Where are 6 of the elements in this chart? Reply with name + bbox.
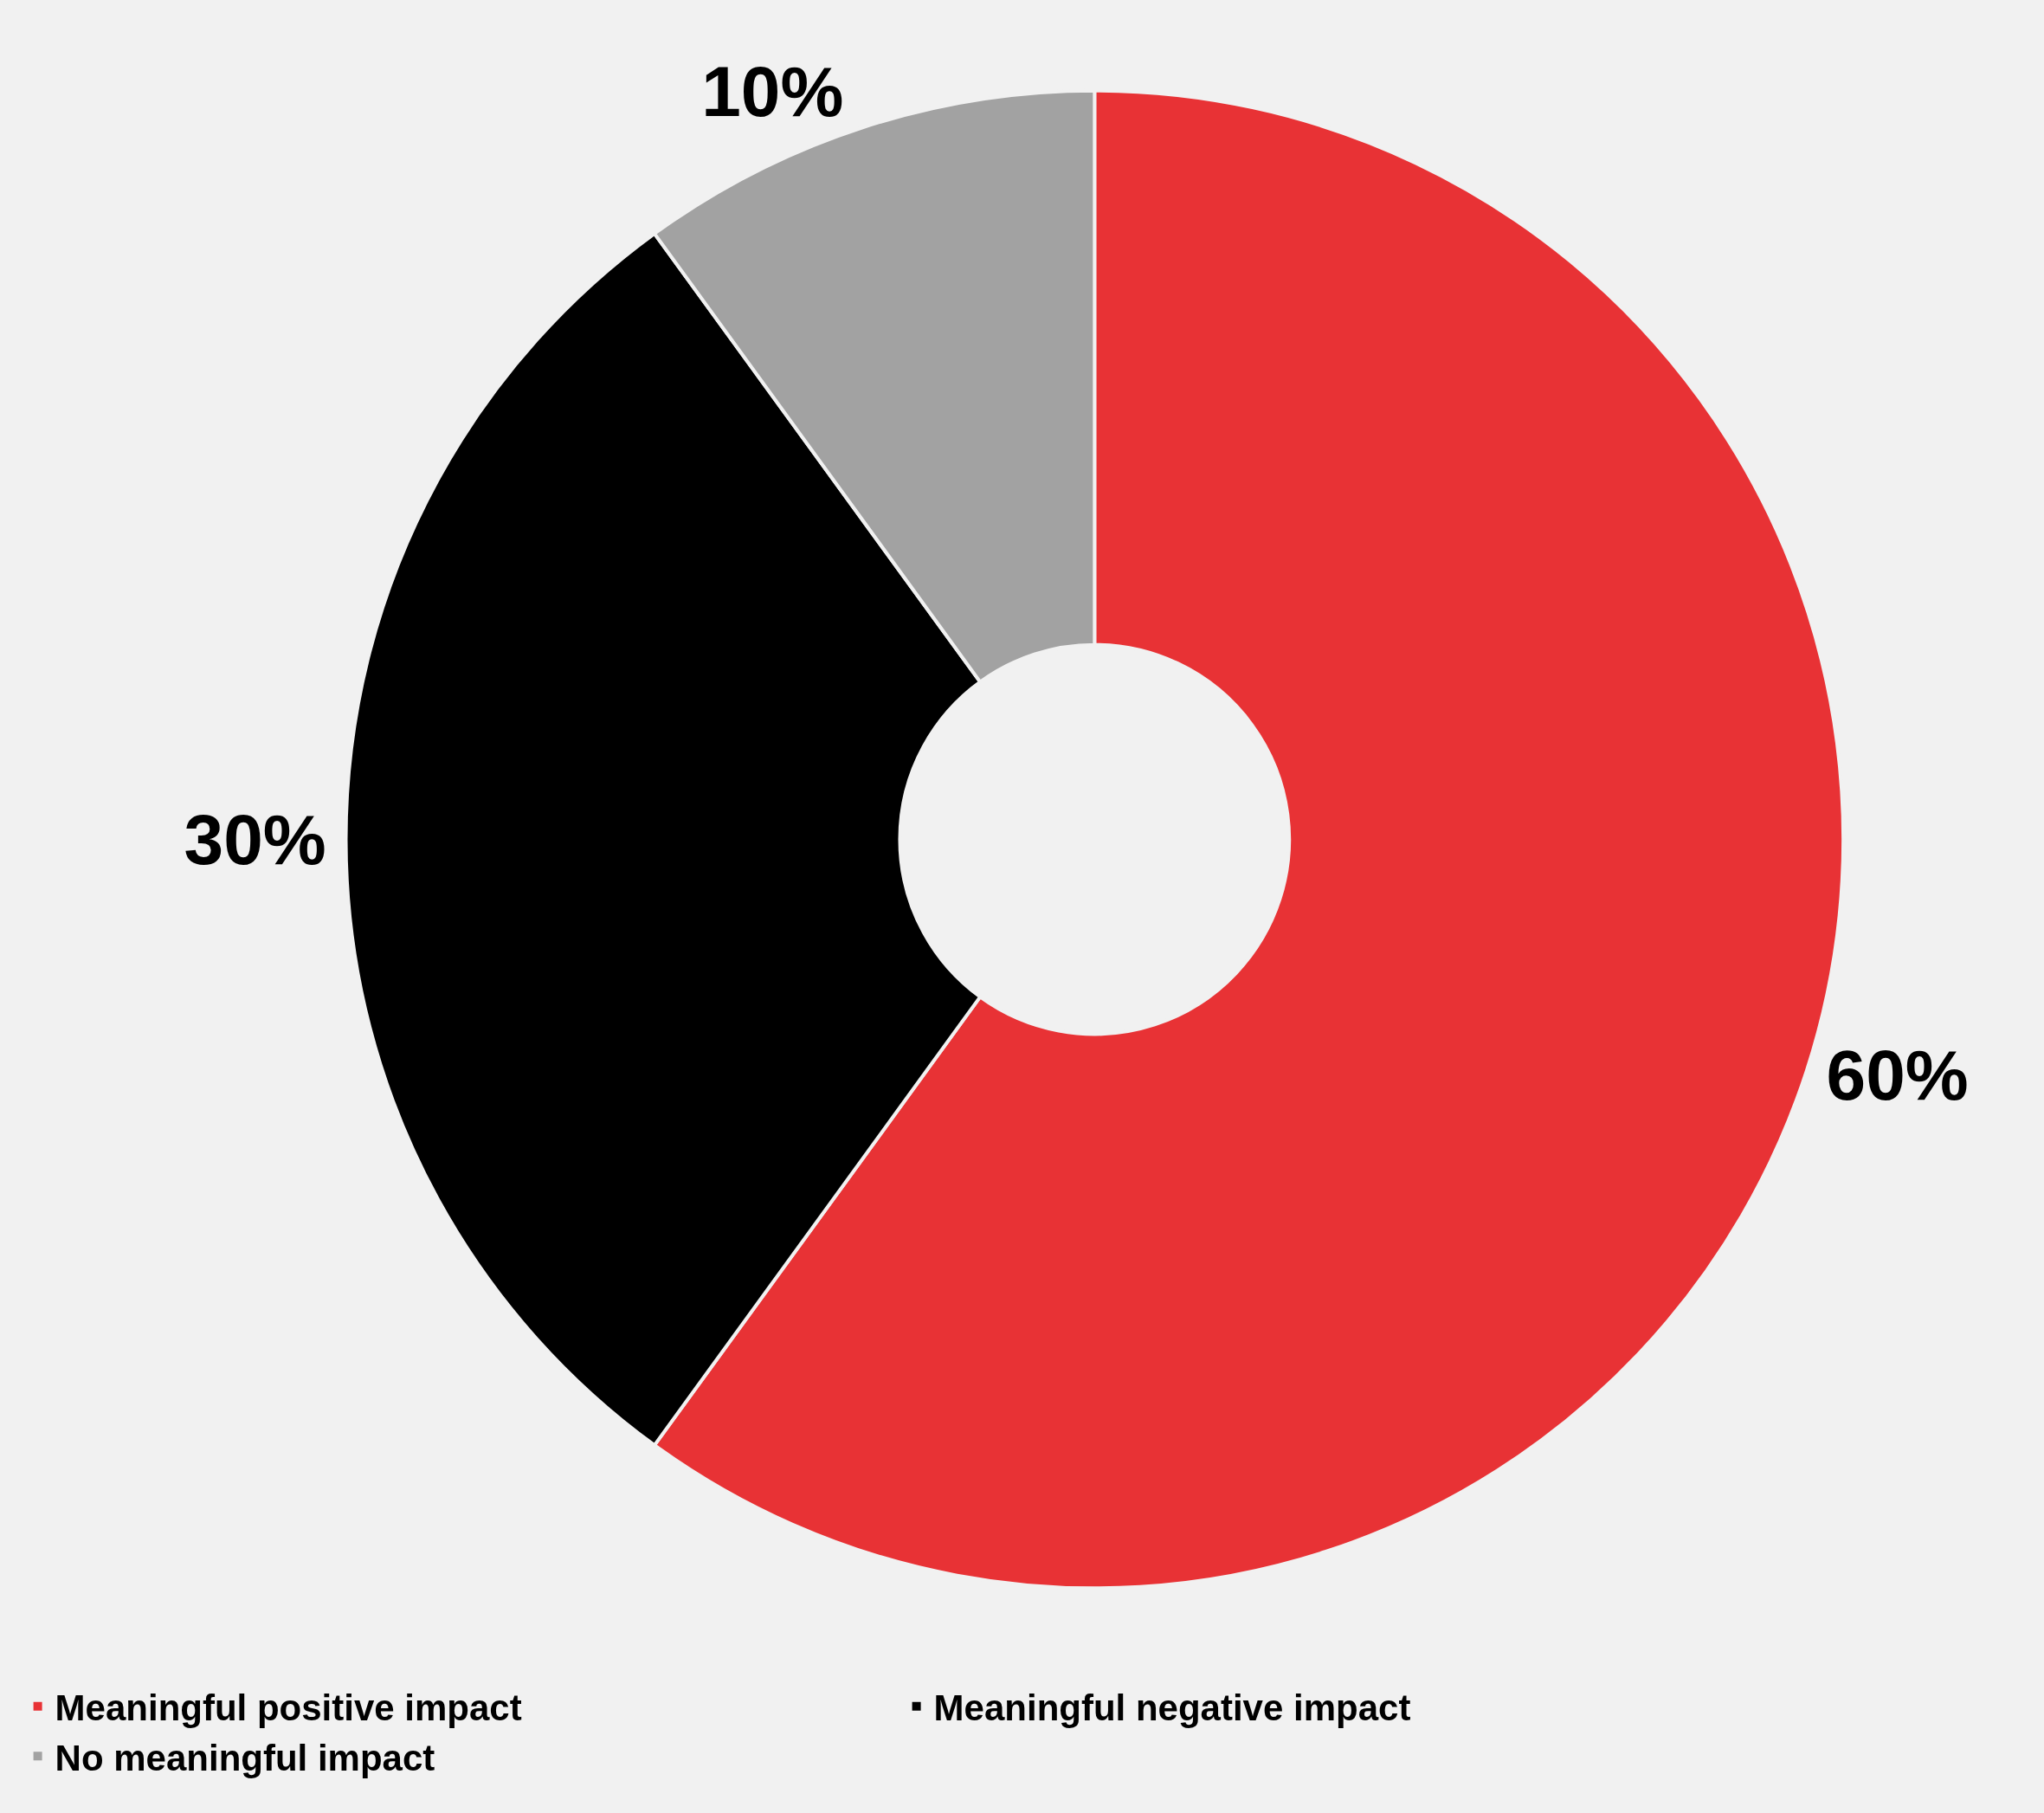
data-label: 30% bbox=[184, 800, 326, 880]
legend-label: Meaningful positive impact bbox=[55, 1687, 522, 1729]
legend-label: Meaningful negative impact bbox=[933, 1687, 1411, 1729]
data-label: 60% bbox=[1826, 1035, 1969, 1114]
data-label: 10% bbox=[701, 52, 844, 132]
legend-label: No meaningful impact bbox=[55, 1737, 435, 1778]
